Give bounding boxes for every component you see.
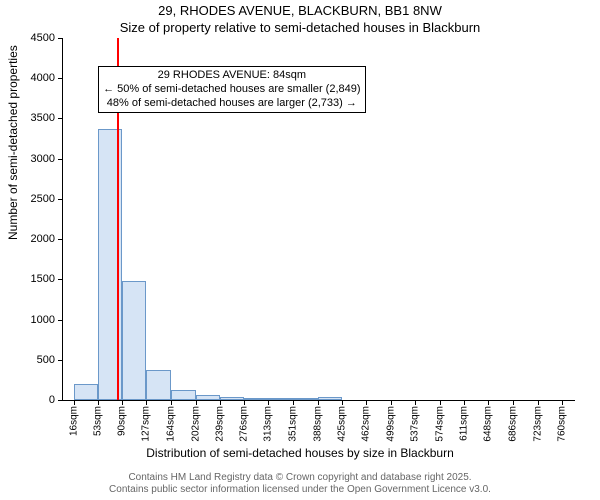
- y-tick-label: 500: [37, 354, 55, 366]
- x-tick: [293, 400, 294, 405]
- y-tick-label: 1000: [31, 314, 55, 326]
- annotation-box: 29 RHODES AVENUE: 84sqm← 50% of semi-det…: [98, 66, 365, 113]
- histogram-bar: [244, 398, 268, 400]
- x-tick-label: 648sqm: [483, 406, 494, 442]
- x-tick-label: 388sqm: [312, 406, 323, 442]
- histogram-bar: [74, 384, 98, 400]
- y-tick: [58, 320, 63, 321]
- x-tick: [513, 400, 514, 405]
- histogram-bar: [220, 397, 244, 400]
- histogram-bar: [146, 370, 170, 400]
- x-tick: [538, 400, 539, 405]
- histogram-bar: [196, 395, 220, 400]
- x-tick: [146, 400, 147, 405]
- x-tick-label: 164sqm: [165, 406, 176, 442]
- x-tick-label: 611sqm: [459, 406, 470, 441]
- y-tick: [58, 118, 63, 119]
- histogram-bar: [171, 390, 196, 400]
- x-tick-label: 276sqm: [239, 406, 250, 442]
- y-tick-label: 2500: [31, 193, 55, 205]
- x-tick: [244, 400, 245, 405]
- y-tick: [58, 199, 63, 200]
- x-tick: [440, 400, 441, 405]
- x-tick-label: 90sqm: [117, 406, 128, 436]
- x-tick: [562, 400, 563, 405]
- x-tick: [74, 400, 75, 405]
- y-tick-label: 3000: [31, 153, 55, 165]
- chart-title-sub: Size of property relative to semi-detach…: [0, 20, 600, 35]
- x-tick-label: 127sqm: [141, 406, 152, 442]
- y-tick-label: 0: [49, 394, 55, 406]
- x-tick: [366, 400, 367, 405]
- histogram-bar: [318, 397, 342, 400]
- histogram-bar: [122, 281, 146, 400]
- y-tick-label: 4000: [31, 72, 55, 84]
- footer-line-1: Contains HM Land Registry data © Crown c…: [0, 472, 600, 484]
- annotation-line-1: 29 RHODES AVENUE: 84sqm: [103, 69, 360, 83]
- x-tick-label: 202sqm: [190, 406, 201, 442]
- y-tick-label: 1500: [31, 273, 55, 285]
- x-tick: [464, 400, 465, 405]
- chart-footer: Contains HM Land Registry data © Crown c…: [0, 472, 600, 496]
- y-tick-label: 4500: [31, 32, 55, 44]
- y-tick-label: 3500: [31, 112, 55, 124]
- x-tick: [391, 400, 392, 405]
- x-tick: [98, 400, 99, 405]
- y-tick: [58, 239, 63, 240]
- x-tick-label: 16sqm: [68, 406, 79, 436]
- x-tick-label: 723sqm: [532, 406, 543, 442]
- y-tick: [58, 78, 63, 79]
- y-tick: [58, 360, 63, 361]
- y-tick-label: 2000: [31, 233, 55, 245]
- y-tick: [58, 38, 63, 39]
- histogram-bar: [268, 398, 293, 400]
- y-tick: [58, 279, 63, 280]
- x-tick: [268, 400, 269, 405]
- x-tick: [318, 400, 319, 405]
- x-tick-label: 760sqm: [556, 406, 567, 442]
- footer-line-2: Contains public sector information licen…: [0, 484, 600, 496]
- x-tick: [220, 400, 221, 405]
- x-tick-label: 499sqm: [385, 406, 396, 442]
- x-tick: [415, 400, 416, 405]
- x-tick: [171, 400, 172, 405]
- x-tick: [196, 400, 197, 405]
- x-tick-label: 239sqm: [214, 406, 225, 442]
- x-tick-label: 462sqm: [361, 406, 372, 442]
- y-axis-label: Number of semi-detached properties: [6, 45, 20, 240]
- y-tick: [58, 159, 63, 160]
- annotation-line-3: 48% of semi-detached houses are larger (…: [103, 97, 360, 111]
- plot-area: 05001000150020002500300035004000450016sq…: [62, 38, 575, 401]
- x-tick-label: 574sqm: [434, 406, 445, 442]
- chart-title-main: 29, RHODES AVENUE, BLACKBURN, BB1 8NW: [0, 3, 600, 18]
- x-tick-label: 537sqm: [410, 406, 421, 442]
- x-tick-label: 53sqm: [92, 406, 103, 436]
- x-tick-label: 425sqm: [336, 406, 347, 442]
- x-tick-label: 351sqm: [288, 406, 299, 442]
- x-axis-label: Distribution of semi-detached houses by …: [0, 446, 600, 460]
- x-tick-label: 686sqm: [508, 406, 519, 442]
- annotation-line-2: ← 50% of semi-detached houses are smalle…: [103, 83, 360, 97]
- x-tick-label: 313sqm: [263, 406, 274, 442]
- y-tick: [58, 400, 63, 401]
- chart-container: 29, RHODES AVENUE, BLACKBURN, BB1 8NW Si…: [0, 0, 600, 500]
- x-tick: [122, 400, 123, 405]
- x-tick: [488, 400, 489, 405]
- histogram-bar: [293, 398, 317, 400]
- x-tick: [342, 400, 343, 405]
